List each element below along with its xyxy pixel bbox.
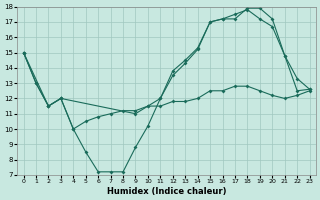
X-axis label: Humidex (Indice chaleur): Humidex (Indice chaleur)	[107, 187, 226, 196]
